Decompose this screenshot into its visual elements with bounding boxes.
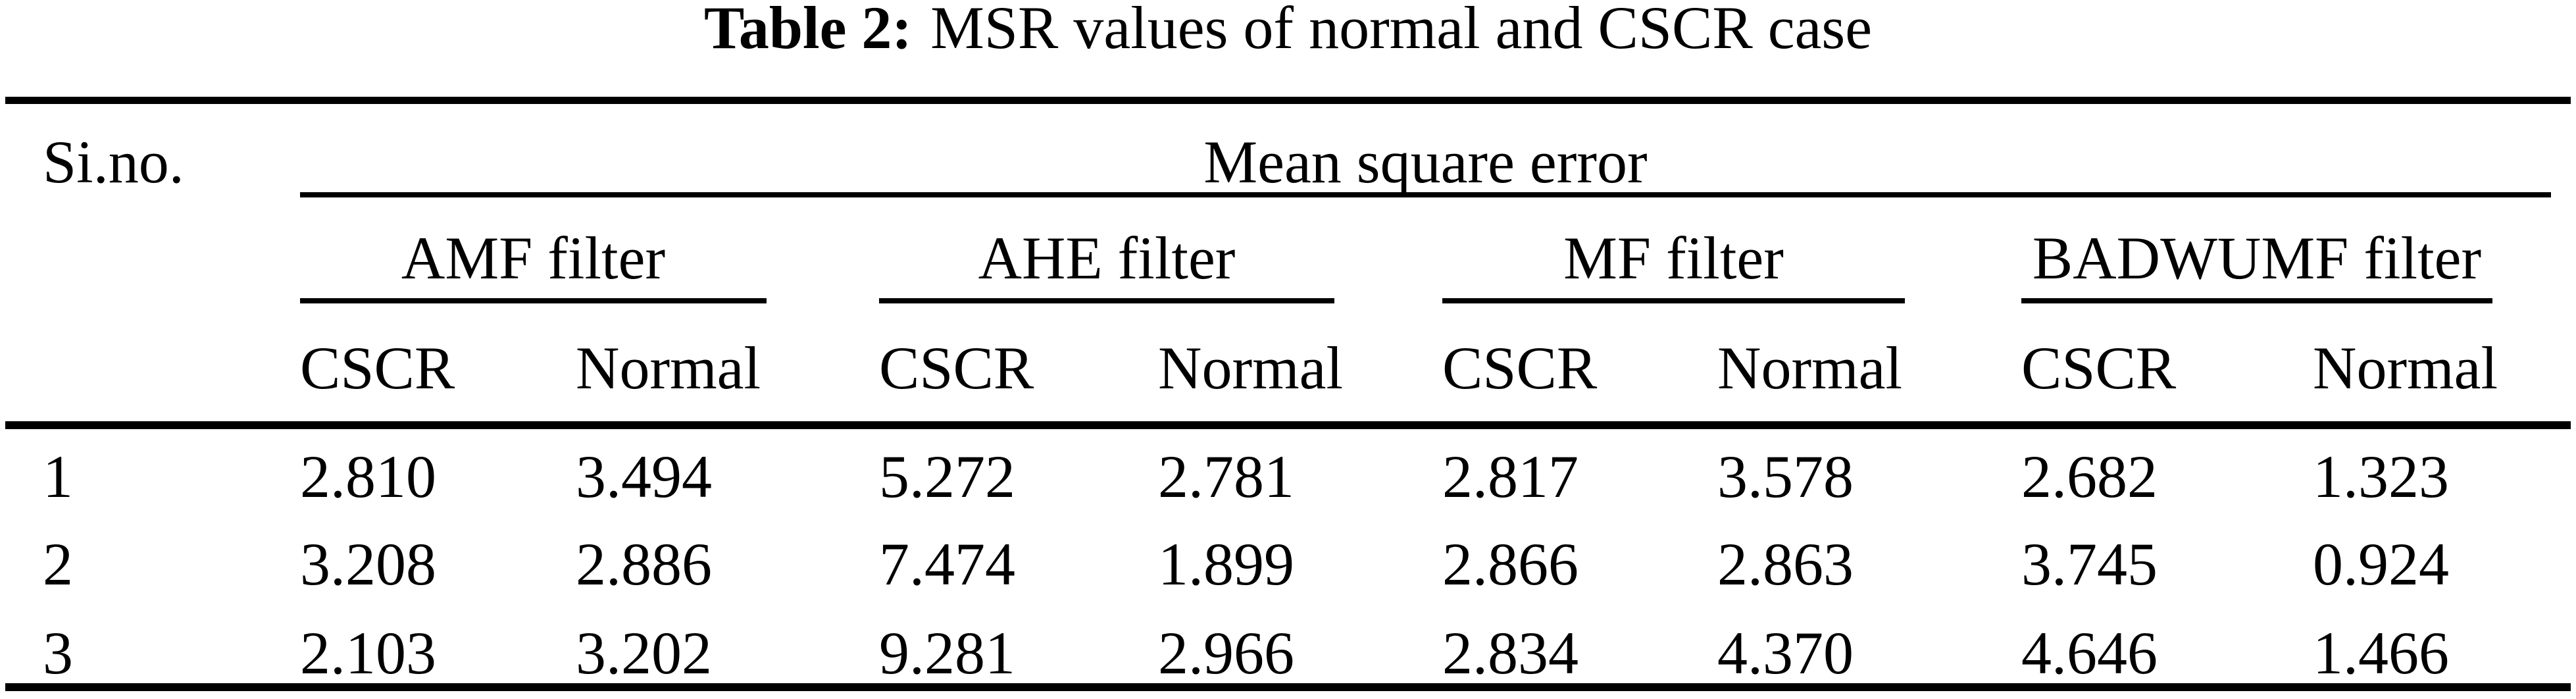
table-rule-top bbox=[5, 97, 2571, 104]
row3-ahe-cscr: 9.281 bbox=[879, 619, 1015, 686]
row1-amf-normal: 3.494 bbox=[576, 443, 712, 510]
table-caption-label: Table 2: bbox=[703, 0, 913, 61]
row1-badwumf-normal: 1.323 bbox=[2313, 443, 2449, 510]
sub-header-mf-normal: Normal bbox=[1717, 334, 1903, 401]
sub-header-ahe-cscr: CSCR bbox=[879, 334, 1034, 401]
row2-mf-cscr: 2.866 bbox=[1442, 531, 1578, 598]
row1-amf-cscr: 2.810 bbox=[300, 443, 436, 510]
row3-badwumf-cscr: 4.646 bbox=[2021, 619, 2158, 686]
row1-ahe-normal: 2.781 bbox=[1158, 443, 1294, 510]
table-rule-header-bottom bbox=[5, 421, 2571, 429]
col-header-sino: Si.no. bbox=[43, 128, 184, 195]
table-caption-text: MSR values of normal and CSCR case bbox=[930, 0, 1873, 61]
row3-sino: 3 bbox=[43, 619, 73, 686]
row2-amf-cscr: 3.208 bbox=[300, 531, 436, 598]
sub-header-mf-cscr: CSCR bbox=[1442, 334, 1598, 401]
row2-ahe-normal: 1.899 bbox=[1158, 531, 1294, 598]
group-header-mf-filter: MF filter bbox=[1442, 197, 1905, 303]
sub-header-badwumf-cscr: CSCR bbox=[2021, 334, 2177, 401]
row1-mf-normal: 3.578 bbox=[1717, 443, 1854, 510]
msr-table: Si.no. Mean square error AMF filter AHE … bbox=[5, 97, 2571, 691]
row1-mf-cscr: 2.817 bbox=[1442, 443, 1578, 510]
group-header-badwumf-filter: BADWUMF filter bbox=[2021, 197, 2492, 303]
row2-badwumf-normal: 0.924 bbox=[2313, 531, 2449, 598]
group-header-amf-filter: AMF filter bbox=[300, 197, 767, 303]
row2-sino: 2 bbox=[43, 531, 73, 598]
sub-header-amf-cscr: CSCR bbox=[300, 334, 455, 401]
row2-mf-normal: 2.863 bbox=[1717, 531, 1854, 598]
row1-sino: 1 bbox=[43, 443, 73, 510]
row2-badwumf-cscr: 3.745 bbox=[2021, 531, 2158, 598]
row3-mf-cscr: 2.834 bbox=[1442, 619, 1578, 686]
table-caption: Table 2: MSR values of normal and CSCR ca… bbox=[0, 0, 2576, 97]
row3-amf-cscr: 2.103 bbox=[300, 619, 436, 686]
span-header-mean-square-error: Mean square error bbox=[300, 104, 2551, 197]
row1-ahe-cscr: 5.272 bbox=[879, 443, 1015, 510]
table-rule-bottom bbox=[5, 683, 2571, 691]
row3-mf-normal: 4.370 bbox=[1717, 619, 1854, 686]
sub-header-amf-normal: Normal bbox=[576, 334, 761, 401]
row3-amf-normal: 3.202 bbox=[576, 619, 712, 686]
row1-badwumf-cscr: 2.682 bbox=[2021, 443, 2158, 510]
sub-header-ahe-normal: Normal bbox=[1158, 334, 1344, 401]
row3-ahe-normal: 2.966 bbox=[1158, 619, 1294, 686]
sub-header-badwumf-normal: Normal bbox=[2313, 334, 2498, 401]
row2-ahe-cscr: 7.474 bbox=[879, 531, 1015, 598]
row2-amf-normal: 2.886 bbox=[576, 531, 712, 598]
group-header-ahe-filter: AHE filter bbox=[879, 197, 1334, 303]
row3-badwumf-normal: 1.466 bbox=[2313, 619, 2449, 686]
